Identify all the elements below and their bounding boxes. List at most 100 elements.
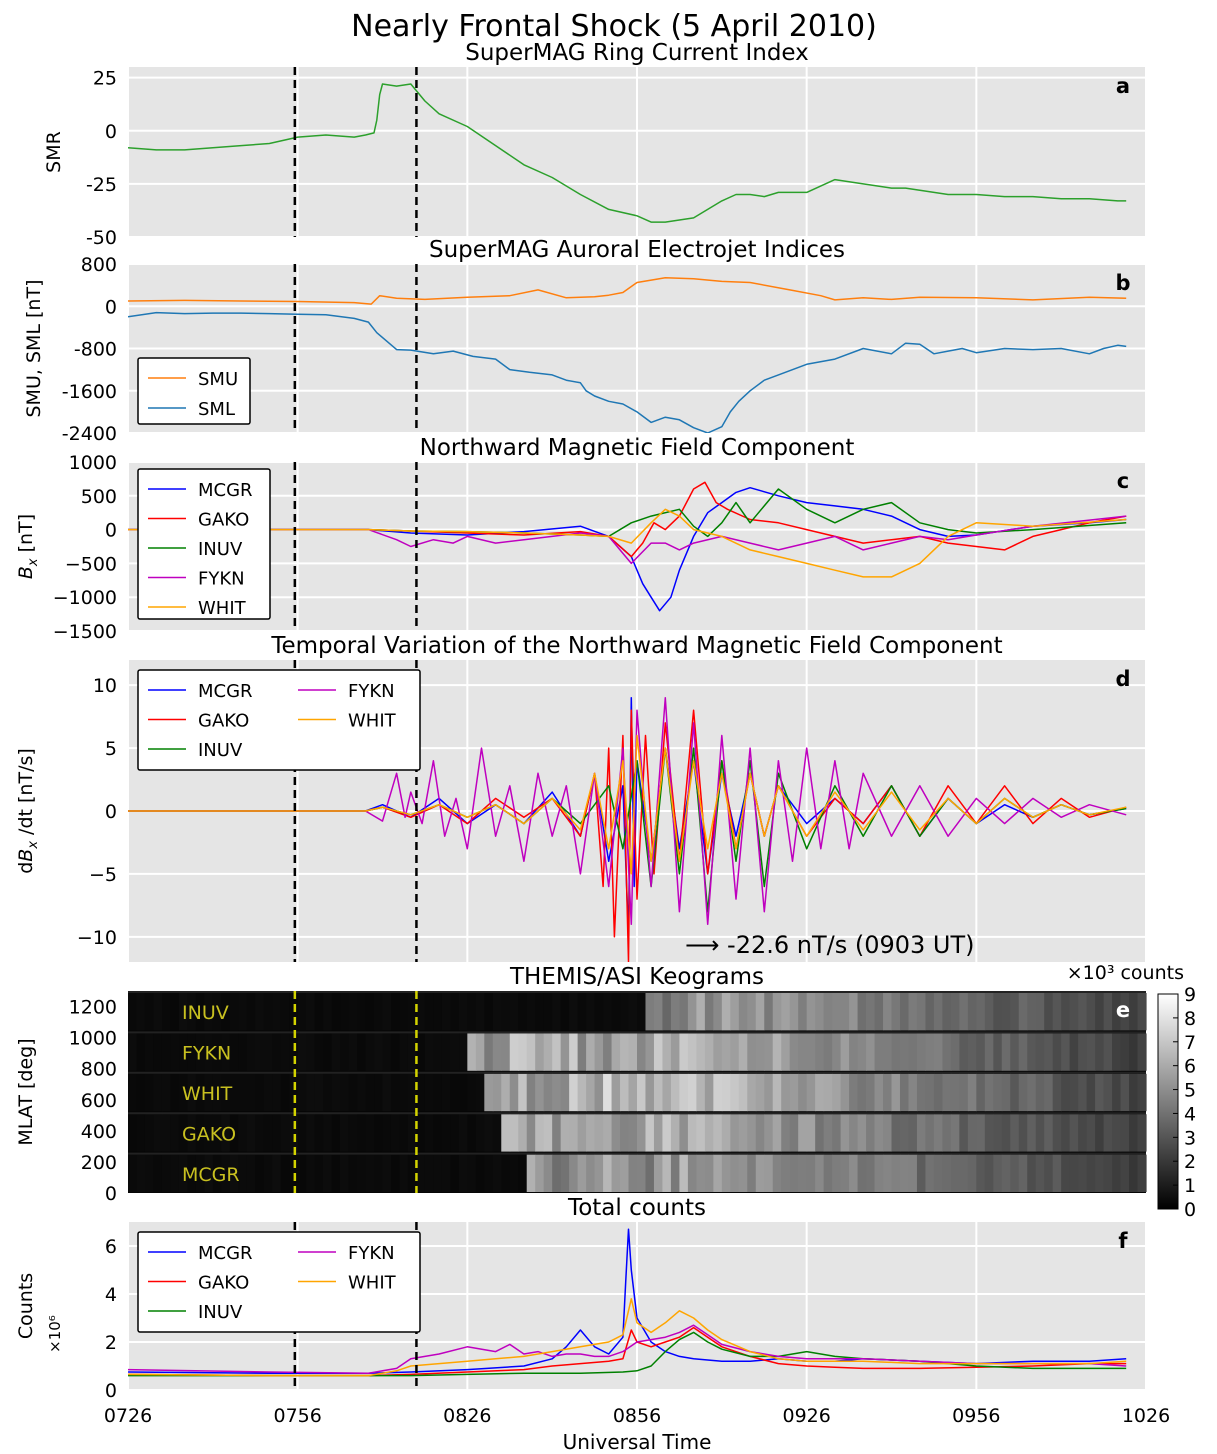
- keogram-cell: [595, 993, 604, 1030]
- annotation: ⟶ -22.6 nT/s (0903 UT): [685, 931, 975, 959]
- keogram-cell: [340, 1033, 349, 1070]
- legend-label: GAKO: [198, 1273, 249, 1294]
- keogram-cell: [527, 1155, 536, 1192]
- keogram-cell: [976, 1114, 985, 1151]
- keogram-cell: [281, 1033, 290, 1070]
- keogram-cell: [264, 1155, 273, 1192]
- keogram-cell: [264, 1114, 273, 1151]
- keogram-cell: [739, 1114, 748, 1151]
- keogram-cell: [281, 1074, 290, 1111]
- y-tick-label: 4: [105, 1284, 117, 1306]
- keogram-cell: [1104, 1074, 1113, 1111]
- keogram-cell: [1138, 1033, 1147, 1070]
- keogram-cell: [688, 1033, 697, 1070]
- keogram-cell: [620, 993, 629, 1030]
- keogram-cell: [493, 1155, 502, 1192]
- y-tick-label: 800: [81, 254, 117, 276]
- colorbar-tick-label: 4: [1184, 1103, 1196, 1125]
- keogram-cell: [578, 1074, 587, 1111]
- keogram-cell: [1087, 993, 1096, 1030]
- keogram-cell: [832, 1114, 841, 1151]
- keogram-cell: [807, 1114, 816, 1151]
- keogram-cell: [349, 1033, 358, 1070]
- y-tick-label: -25: [86, 174, 117, 196]
- keogram-cell: [510, 1074, 519, 1111]
- panel-c: MCGRGAKOINUVFYKNWHITcNorthward Magnetic …: [15, 435, 1146, 643]
- panel-letter: f: [1118, 1229, 1128, 1253]
- keogram-cell: [747, 1074, 756, 1111]
- keogram-cell: [145, 993, 154, 1030]
- keogram-cell: [696, 1033, 705, 1070]
- keogram-cell: [883, 993, 892, 1030]
- keogram-cell: [1002, 993, 1011, 1030]
- y-tick-label: 2: [105, 1332, 117, 1354]
- keogram-cell: [298, 1074, 307, 1111]
- keogram-cell: [925, 1114, 934, 1151]
- keogram-cell: [1095, 1114, 1104, 1151]
- keogram-cell: [892, 993, 901, 1030]
- keogram-cell: [883, 1074, 892, 1111]
- y-tick-label: 0: [105, 520, 117, 542]
- keogram-cell: [332, 1114, 341, 1151]
- keogram-cell: [366, 1033, 375, 1070]
- keogram-cell: [408, 1074, 417, 1111]
- keogram-cell: [993, 1114, 1002, 1151]
- keogram-cell: [408, 1114, 417, 1151]
- keogram-cell: [450, 1033, 459, 1070]
- keogram-cell: [136, 1114, 145, 1151]
- keogram-strip-gako: GAKO: [128, 1113, 1147, 1151]
- keogram-cell: [238, 1074, 247, 1111]
- keogram-cell: [1036, 993, 1045, 1030]
- keogram-cell: [535, 1155, 544, 1192]
- keogram-cell: [323, 1114, 332, 1151]
- keogram-cell: [815, 1074, 824, 1111]
- keogram-cell: [425, 1033, 434, 1070]
- keogram-cell: [713, 1155, 722, 1192]
- keogram-cell: [637, 993, 646, 1030]
- keogram-cell: [145, 1114, 154, 1151]
- x-tick-label: 0926: [782, 1405, 830, 1427]
- keogram-cell: [510, 1033, 519, 1070]
- keogram-cell: [315, 1114, 324, 1151]
- keogram-cell: [399, 1114, 408, 1151]
- keogram-cell: [603, 1155, 612, 1192]
- keogram-cell: [747, 1155, 756, 1192]
- keogram-cell: [306, 1033, 315, 1070]
- keogram-cell: [1095, 1074, 1104, 1111]
- colorbar-tick-label: 1: [1184, 1175, 1196, 1197]
- keogram-cell: [552, 1033, 561, 1070]
- panel-b: SMUSMLbSuperMAG Auroral Electrojet Indic…: [23, 237, 1146, 445]
- keogram-cell: [1019, 993, 1028, 1030]
- x-axis: 0726 0756 0826 0856 0926 0956 1026: [104, 1405, 1170, 1427]
- keogram-cell: [645, 1074, 654, 1111]
- keogram-cell: [569, 993, 578, 1030]
- keogram-cell: [1121, 1114, 1130, 1151]
- keogram-cell: [281, 993, 290, 1030]
- panel-title: Temporal Variation of the Northward Magn…: [270, 633, 1002, 659]
- keogram-cell: [399, 1074, 408, 1111]
- colorbar-tick-label: 6: [1184, 1056, 1196, 1078]
- keogram-cell: [662, 1074, 671, 1111]
- keogram-cell: [645, 1033, 654, 1070]
- keogram-cell: [425, 993, 434, 1030]
- keogram-cell: [832, 1074, 841, 1111]
- keogram-cell: [1036, 1033, 1045, 1070]
- keogram-cell: [264, 1033, 273, 1070]
- keogram-cell: [866, 993, 875, 1030]
- keogram-cell: [340, 1114, 349, 1151]
- keogram-cell: [985, 993, 994, 1030]
- keogram-cell: [1002, 1033, 1011, 1070]
- keogram-cell: [917, 1033, 926, 1070]
- keogram-cell: [433, 1114, 442, 1151]
- keogram-cell: [153, 1114, 162, 1151]
- keogram-cell: [391, 1033, 400, 1070]
- y-tick-label: 0: [105, 121, 117, 143]
- keogram-cell: [1104, 993, 1113, 1030]
- keogram-cell: [908, 1114, 917, 1151]
- keogram-cell: [756, 993, 765, 1030]
- keogram-cell: [476, 1074, 485, 1111]
- keogram-cell: [603, 993, 612, 1030]
- keogram-cell: [366, 1155, 375, 1192]
- keogram-cell: [722, 1155, 731, 1192]
- keogram-cell: [815, 1033, 824, 1070]
